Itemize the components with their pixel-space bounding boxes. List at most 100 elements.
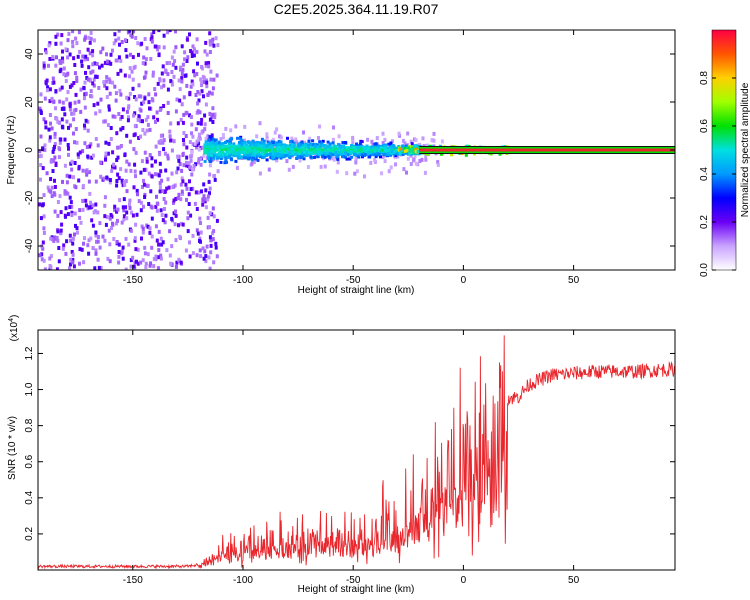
noise-cell — [200, 189, 203, 194]
noise-cell — [177, 223, 180, 228]
noise-cell — [89, 200, 93, 205]
noise-cell — [61, 179, 64, 184]
noise-cell — [200, 65, 204, 69]
noise-cell — [95, 239, 98, 244]
noise-cell — [190, 172, 194, 177]
noise-cell — [117, 250, 121, 254]
spectral-cell — [350, 148, 354, 152]
noise-cell — [61, 100, 65, 105]
noise-cell — [184, 73, 188, 78]
y-tick-label: -20 — [24, 190, 35, 205]
noise-cell — [208, 225, 211, 230]
noise-cell — [61, 59, 65, 64]
spread-cell — [355, 169, 359, 174]
spread-cell — [406, 131, 410, 136]
spectral-cell — [203, 143, 207, 147]
noise-cell — [180, 76, 184, 81]
noise-cell — [208, 186, 212, 191]
spectral-cell — [208, 147, 212, 151]
noise-cell — [125, 54, 129, 59]
noise-cell — [169, 121, 173, 126]
noise-cell — [96, 143, 100, 148]
noise-cell — [124, 236, 128, 241]
noise-cell — [90, 218, 94, 223]
spectral-cell — [356, 144, 360, 148]
noise-cell — [156, 81, 160, 86]
noise-cell — [70, 250, 74, 254]
noise-cell — [116, 145, 120, 150]
noise-cell — [149, 189, 153, 194]
noise-cell — [103, 238, 107, 243]
noise-cell — [143, 37, 147, 41]
noise-cell — [104, 151, 108, 156]
spread-cell — [265, 137, 269, 142]
noise-cell — [206, 134, 210, 139]
spectral-cell — [257, 147, 261, 151]
noise-cell — [181, 120, 185, 125]
spectral-cell — [238, 155, 242, 159]
spectral-cell — [360, 149, 364, 153]
noise-cell — [141, 230, 145, 235]
spread-cell — [337, 134, 341, 139]
spectral-cell — [268, 152, 272, 156]
noise-cell — [134, 97, 138, 102]
noise-cell — [124, 179, 128, 184]
noise-cell — [141, 185, 144, 189]
spectral-cell — [327, 148, 331, 152]
noise-cell — [81, 198, 85, 203]
noise-cell — [119, 144, 123, 148]
spectral-cell — [324, 146, 328, 150]
spectral-cell — [319, 151, 323, 155]
noise-cell — [98, 245, 102, 250]
noise-cell — [71, 44, 75, 49]
spectral-cell — [357, 155, 361, 159]
noise-cell — [69, 257, 73, 262]
spectral-cell — [206, 143, 210, 146]
noise-cell — [189, 213, 193, 218]
noise-cell — [39, 92, 43, 97]
noise-cell — [172, 201, 175, 205]
noise-cell — [135, 188, 139, 193]
noise-cell — [83, 96, 86, 101]
noise-cell — [157, 229, 161, 234]
spectral-cell — [219, 143, 222, 147]
spread-cell — [414, 161, 418, 166]
noise-cell — [71, 39, 75, 44]
spectral-cell — [251, 143, 254, 147]
noise-cell — [181, 67, 185, 72]
noise-cell — [38, 202, 42, 207]
spectral-cell — [316, 155, 320, 159]
spectral-cell — [322, 152, 326, 156]
noise-cell — [164, 168, 168, 173]
noise-cell — [39, 109, 43, 114]
spectral-cell — [308, 142, 312, 146]
noise-cell — [178, 98, 182, 103]
noise-cell — [61, 56, 64, 61]
noise-cell — [108, 259, 112, 264]
noise-cell — [202, 75, 206, 80]
noise-cell — [106, 123, 110, 127]
noise-cell — [71, 257, 75, 262]
noise-cell — [147, 92, 151, 97]
noise-cell — [53, 209, 57, 214]
noise-cell — [130, 34, 134, 39]
noise-cell — [59, 228, 63, 233]
spectral-cell — [311, 143, 315, 146]
noise-cell — [153, 87, 157, 92]
spectral-cell — [251, 153, 255, 157]
spectral-cell — [303, 144, 307, 148]
noise-cell — [209, 69, 213, 74]
noise-cell — [185, 155, 189, 160]
spectral-cell — [253, 143, 257, 147]
noise-cell — [128, 66, 132, 71]
noise-cell — [87, 35, 91, 40]
noise-cell — [141, 128, 145, 132]
noise-cell — [66, 90, 70, 94]
noise-cell — [150, 39, 154, 44]
noise-cell — [206, 197, 210, 202]
noise-cell — [78, 247, 82, 252]
spectral-cell — [211, 153, 215, 157]
noise-cell — [53, 192, 57, 197]
x-tick-label: 50 — [568, 275, 580, 286]
noise-cell — [145, 156, 149, 161]
